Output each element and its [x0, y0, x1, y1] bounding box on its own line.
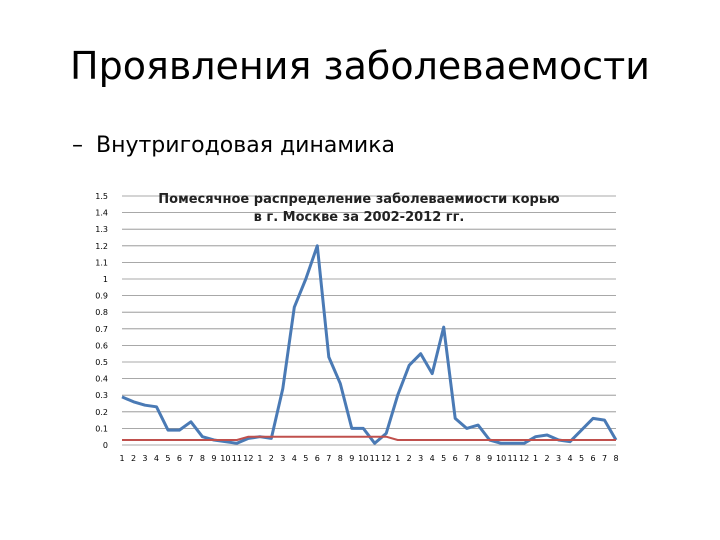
y-axis-ticks: 0 0.1 0.2 0.3 0.4 0.5 0.6 0.7 0.8 0.9 1 1.1 1.2 1.3 1.… — [95, 192, 108, 450]
y-tick-label: 1.1 — [95, 258, 108, 267]
chart-gridlines — [122, 195, 616, 446]
y-tick-label: 0.3 — [95, 391, 108, 400]
x-tick-label: 9 — [349, 454, 354, 463]
y-tick-label: 0.2 — [95, 408, 108, 417]
x-tick-label: 7 — [464, 454, 469, 463]
y-tick-label: 0.7 — [95, 325, 108, 334]
x-tick-label: 10 — [358, 454, 368, 463]
x-tick-label: 1 — [395, 454, 400, 463]
y-tick-label: 0.8 — [95, 308, 108, 317]
x-tick-label: 1 — [257, 454, 262, 463]
x-tick-label: 5 — [303, 454, 308, 463]
x-tick-label: 5 — [579, 454, 584, 463]
x-tick-label: 12 — [381, 454, 391, 463]
x-tick-label: 3 — [142, 454, 147, 463]
x-tick-label: 8 — [338, 454, 343, 463]
chart-title: Помесячное распределение заболеваемиости… — [158, 192, 560, 225]
x-tick-label: 5 — [165, 454, 170, 463]
x-tick-label: 7 — [602, 454, 607, 463]
x-tick-label: 12 — [243, 454, 253, 463]
slide-title: Проявления заболеваемости — [70, 44, 650, 88]
x-axis-ticks: 1 2 3 4 5 6 7 8 9 10 11 12 1 2 3 4 5 6 7 8 9 10 11 12 1 2 3 4 5 6 7 8 9 1… — [119, 454, 618, 463]
x-tick-label: 5 — [441, 454, 446, 463]
series-line-2 — [122, 435, 616, 441]
y-tick-label: 0.1 — [95, 424, 108, 433]
x-tick-label: 11 — [370, 454, 380, 463]
bullet-item: – Внутригодовая динамика — [72, 133, 395, 158]
y-tick-label: 1 — [103, 275, 108, 284]
series-line-1 — [121, 244, 618, 445]
chart-series — [121, 244, 618, 445]
x-tick-label: 8 — [476, 454, 481, 463]
x-tick-label: 9 — [211, 454, 216, 463]
x-tick-label: 8 — [613, 454, 618, 463]
y-tick-label: 1.3 — [95, 225, 108, 234]
y-tick-label: 0.6 — [95, 341, 108, 350]
y-tick-label: 0.4 — [95, 375, 108, 384]
x-tick-label: 8 — [200, 454, 205, 463]
x-tick-label: 1 — [533, 454, 538, 463]
x-tick-label: 11 — [508, 454, 518, 463]
y-tick-label: 0.5 — [95, 358, 108, 367]
x-tick-label: 2 — [407, 454, 412, 463]
y-tick-label: 0.9 — [95, 292, 108, 301]
x-tick-label: 2 — [131, 454, 136, 463]
x-tick-label: 4 — [154, 454, 159, 463]
x-tick-label: 6 — [177, 454, 182, 463]
x-tick-label: 6 — [315, 454, 320, 463]
x-tick-label: 1 — [119, 454, 124, 463]
x-tick-label: 7 — [188, 454, 193, 463]
x-tick-label: 3 — [418, 454, 423, 463]
x-tick-label: 2 — [545, 454, 550, 463]
y-tick-label: 1.2 — [95, 242, 108, 251]
x-tick-label: 3 — [556, 454, 561, 463]
x-tick-label: 2 — [269, 454, 274, 463]
x-tick-label: 10 — [496, 454, 506, 463]
chart-title-line: в г. Москве за 2002-2012 гг. — [254, 210, 465, 225]
chart-title-line: Помесячное распределение заболеваемиости… — [158, 192, 560, 207]
x-tick-label: 6 — [453, 454, 458, 463]
y-tick-label: 1.4 — [95, 209, 108, 218]
x-tick-label: 10 — [220, 454, 230, 463]
bullet-text: Внутригодовая динамика — [96, 133, 395, 158]
x-tick-label: 3 — [280, 454, 285, 463]
x-tick-label: 9 — [487, 454, 492, 463]
x-tick-label: 7 — [326, 454, 331, 463]
x-tick-label: 11 — [232, 454, 242, 463]
x-tick-label: 4 — [292, 454, 297, 463]
x-tick-label: 6 — [590, 454, 595, 463]
y-tick-label: 0 — [103, 441, 108, 450]
y-tick-label: 1.5 — [95, 192, 108, 201]
x-tick-label: 4 — [430, 454, 435, 463]
x-tick-label: 12 — [519, 454, 529, 463]
x-tick-label: 4 — [567, 454, 572, 463]
bullet-dash: – — [72, 133, 83, 158]
